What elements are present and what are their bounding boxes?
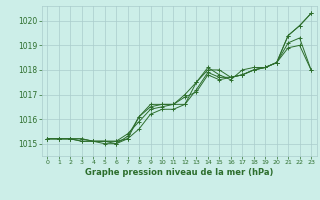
X-axis label: Graphe pression niveau de la mer (hPa): Graphe pression niveau de la mer (hPa)	[85, 168, 273, 177]
